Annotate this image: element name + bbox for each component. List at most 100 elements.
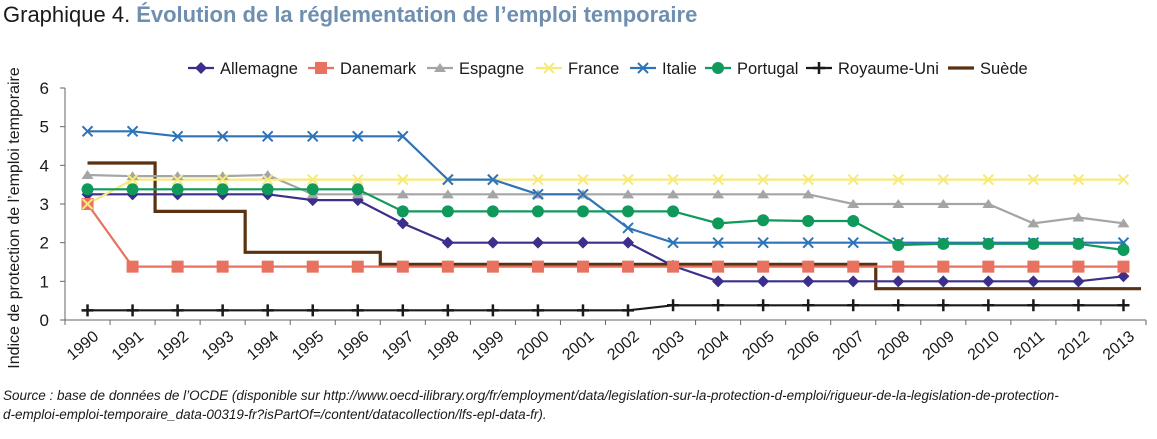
data-point-Portugal xyxy=(622,205,635,218)
data-point-Espagne xyxy=(81,170,94,179)
data-point-Royaume-Uni xyxy=(486,304,499,317)
data-point-Danemark xyxy=(261,260,274,273)
data-point-France xyxy=(892,173,904,186)
data-point-Royaume-Uni xyxy=(622,304,635,317)
data-point-Portugal xyxy=(126,183,139,196)
data-point-Portugal xyxy=(802,215,815,228)
legend-marker-Italie xyxy=(637,62,649,74)
data-point-Danemark xyxy=(576,260,589,273)
data-point-Portugal xyxy=(712,217,725,230)
data-point-Royaume-Uni xyxy=(306,304,319,317)
series-line-Espagne xyxy=(87,173,1124,225)
legend-label-France: France xyxy=(568,60,619,78)
data-point-Allemagne xyxy=(1027,275,1040,288)
x-tick-label: 1992 xyxy=(154,328,192,364)
x-tick-label: 2007 xyxy=(830,328,868,364)
data-point-Portugal xyxy=(81,183,94,196)
y-tick-label: 5 xyxy=(40,118,49,137)
x-tick-label: 2009 xyxy=(920,328,958,364)
data-point-Portugal xyxy=(216,183,229,196)
data-point-Portugal xyxy=(351,183,364,196)
data-point-Allemagne xyxy=(1117,270,1130,283)
legend-marker-Portugal xyxy=(712,62,724,74)
data-point-Allemagne xyxy=(576,236,589,249)
data-point-Italie xyxy=(577,188,589,201)
series-line-Italie xyxy=(87,130,1124,244)
data-point-France xyxy=(126,173,139,186)
x-tick-label: 1996 xyxy=(334,328,372,364)
data-point-Royaume-Uni xyxy=(802,299,815,312)
series-line-Portugal xyxy=(87,188,1124,252)
data-point-Royaume-Uni xyxy=(441,304,454,317)
series-line-Allemagne xyxy=(87,193,1124,283)
legend-label-Suède: Suède xyxy=(980,60,1028,78)
data-point-Portugal xyxy=(847,215,860,228)
data-point-France xyxy=(1072,173,1085,186)
series-line-Danemark xyxy=(86,203,1124,268)
data-point-France xyxy=(937,173,950,186)
data-point-Royaume-Uni xyxy=(126,304,139,317)
data-point-France xyxy=(397,173,409,186)
legend-marker-Espagne xyxy=(434,63,446,72)
data-point-Royaume-Uni xyxy=(757,299,770,312)
data-point-Allemagne xyxy=(396,217,409,230)
data-point-Royaume-Uni xyxy=(396,304,409,317)
data-point-Portugal xyxy=(1027,237,1040,250)
data-point-France xyxy=(847,173,859,186)
data-point-Portugal xyxy=(396,205,409,218)
x-tick-label: 1998 xyxy=(424,328,462,364)
data-point-Portugal xyxy=(441,205,454,218)
legend-marker-Royaume-Uni xyxy=(813,62,825,74)
data-point-Italie xyxy=(397,130,409,143)
data-point-France xyxy=(307,173,319,186)
data-point-Portugal xyxy=(261,183,274,196)
data-point-Danemark xyxy=(622,260,635,273)
data-point-Espagne xyxy=(667,189,680,199)
source-line-2: d-emploi-emploi-temporaire_data-00319-fr… xyxy=(3,407,547,422)
data-point-Royaume-Uni xyxy=(351,304,364,317)
data-point-France xyxy=(622,173,634,186)
data-point-France xyxy=(1117,173,1130,186)
y-tick-label: 0 xyxy=(40,311,49,330)
data-point-Royaume-Uni xyxy=(712,299,725,312)
data-point-Italie xyxy=(307,130,319,143)
data-point-Allemagne xyxy=(892,275,905,288)
data-point-Danemark xyxy=(1072,260,1085,273)
data-point-France xyxy=(352,173,364,186)
data-point-Allemagne xyxy=(622,236,635,249)
legend-marker-Danemark xyxy=(315,62,327,74)
x-tick-label: 1991 xyxy=(109,328,147,364)
series-line-Suède xyxy=(87,161,1141,291)
data-point-Espagne xyxy=(622,189,635,199)
data-point-Portugal xyxy=(937,237,950,250)
data-point-Espagne xyxy=(802,189,815,199)
data-point-Italie xyxy=(622,222,634,234)
data-point-Espagne xyxy=(982,199,995,208)
x-tick-label: 2010 xyxy=(965,328,1003,364)
x-tick-label: 2006 xyxy=(785,328,823,364)
y-tick-label: 2 xyxy=(40,234,49,253)
data-point-Italie xyxy=(261,130,274,143)
data-point-France xyxy=(712,173,724,186)
data-point-Italie xyxy=(712,236,724,249)
data-point-Royaume-Uni xyxy=(216,304,229,317)
data-point-Royaume-Uni xyxy=(982,299,995,312)
source-note: Source : base de données de l’OCDE (disp… xyxy=(3,386,1153,424)
legend-label-Royaume-Uni: Royaume-Uni xyxy=(838,60,939,78)
data-point-Royaume-Uni xyxy=(847,299,860,312)
data-point-Danemark xyxy=(486,260,499,273)
data-point-Portugal xyxy=(982,237,995,250)
data-point-Portugal xyxy=(667,205,680,218)
data-point-Italie xyxy=(352,130,364,143)
legend-marker-France xyxy=(543,62,555,74)
data-point-Espagne xyxy=(396,189,409,199)
data-point-Royaume-Uni xyxy=(667,299,680,312)
data-point-Royaume-Uni xyxy=(576,304,589,317)
data-point-Espagne xyxy=(937,199,950,208)
y-tick-label: 6 xyxy=(40,79,49,98)
data-point-France xyxy=(1027,173,1040,186)
data-point-Royaume-Uni xyxy=(1117,299,1130,312)
data-point-Espagne xyxy=(847,199,860,208)
data-point-Royaume-Uni xyxy=(892,299,905,312)
data-point-Danemark xyxy=(937,260,950,273)
